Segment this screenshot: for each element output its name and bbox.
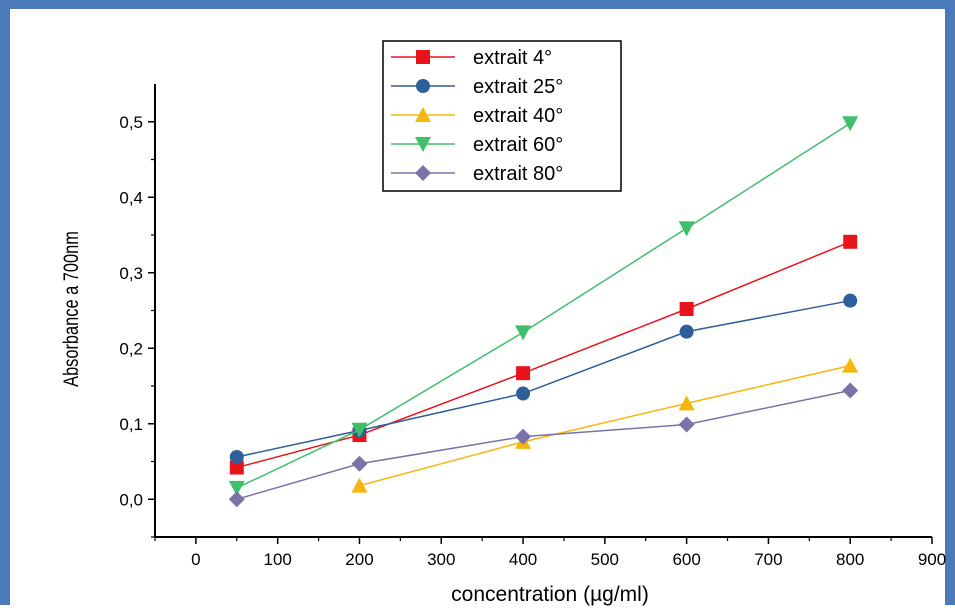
y-tick-label: 0,4	[119, 188, 143, 207]
y-axis-title: Absorbance a 700nm	[59, 231, 82, 387]
data-point	[515, 325, 532, 341]
legend-item: extrait 25°	[391, 76, 563, 98]
data-point	[229, 460, 244, 475]
legend-label: extrait 80°	[473, 163, 563, 185]
series-4	[228, 116, 859, 496]
data-point	[229, 449, 244, 464]
series-line	[236, 299, 851, 458]
axes: 0 100 200 300 400 500 600 700 800 900 0,0 0,1 0,2 0,3…	[119, 84, 946, 569]
legend-label: extrait 60°	[473, 134, 563, 156]
y-tick-label: 0,1	[119, 415, 143, 434]
legend-item: extrait 60°	[391, 134, 563, 156]
series-line	[359, 364, 851, 487]
data-point	[679, 301, 694, 316]
x-tick-label: 600	[672, 550, 700, 569]
x-tick-label: 300	[427, 550, 455, 569]
data-point	[679, 324, 694, 339]
data-point	[516, 366, 531, 381]
y-tick-label: 0,5	[119, 113, 143, 132]
data-point	[678, 221, 695, 237]
series-layer	[228, 116, 859, 508]
data-point	[843, 293, 858, 308]
x-tick-label: 900	[918, 550, 946, 569]
x-tick-label: 400	[509, 550, 537, 569]
series-2	[229, 293, 858, 464]
legend-item: extrait 40°	[391, 105, 563, 127]
series-3	[351, 357, 859, 493]
legend-marker	[416, 79, 430, 93]
data-point	[842, 382, 859, 399]
x-tick-label: 800	[836, 550, 864, 569]
series-line	[236, 241, 851, 469]
legend-marker	[415, 137, 431, 152]
data-point	[228, 480, 245, 496]
legend-label: extrait 25°	[473, 76, 563, 98]
legend: extrait 4° extrait 25° extrait 40° extrait …	[382, 40, 622, 192]
legend-label: extrait 40°	[473, 105, 563, 127]
legend-marker	[415, 107, 431, 122]
legend-marker	[415, 165, 431, 181]
data-point	[351, 477, 368, 493]
data-point	[351, 422, 368, 438]
data-point	[843, 234, 858, 249]
data-point	[515, 428, 532, 445]
x-tick-label: 200	[345, 550, 373, 569]
series-5	[228, 382, 859, 508]
line-chart: 0 100 200 300 400 500 600 700 800 900 0,0 0,1 0,2 0,3…	[59, 40, 946, 606]
data-point	[842, 116, 859, 132]
data-point	[678, 416, 695, 433]
data-point	[842, 357, 859, 373]
y-tick-label: 0,3	[119, 264, 143, 283]
x-axis-title: concentration (µg/ml)	[451, 583, 649, 606]
legend-label: extrait 4°	[473, 47, 552, 69]
series-1	[229, 234, 858, 475]
x-tick-label: 0	[191, 550, 200, 569]
legend-item: extrait 80°	[391, 163, 563, 185]
data-point	[516, 386, 531, 401]
x-tick-label: 100	[263, 550, 291, 569]
x-tick-label: 500	[591, 550, 619, 569]
data-point	[351, 455, 368, 472]
legend-marker	[416, 50, 430, 64]
x-tick-label: 700	[754, 550, 782, 569]
data-point	[678, 395, 695, 411]
y-tick-label: 0,2	[119, 339, 143, 358]
y-tick-label: 0,0	[119, 490, 143, 509]
data-point	[228, 491, 245, 508]
legend-item: extrait 4°	[391, 47, 552, 69]
